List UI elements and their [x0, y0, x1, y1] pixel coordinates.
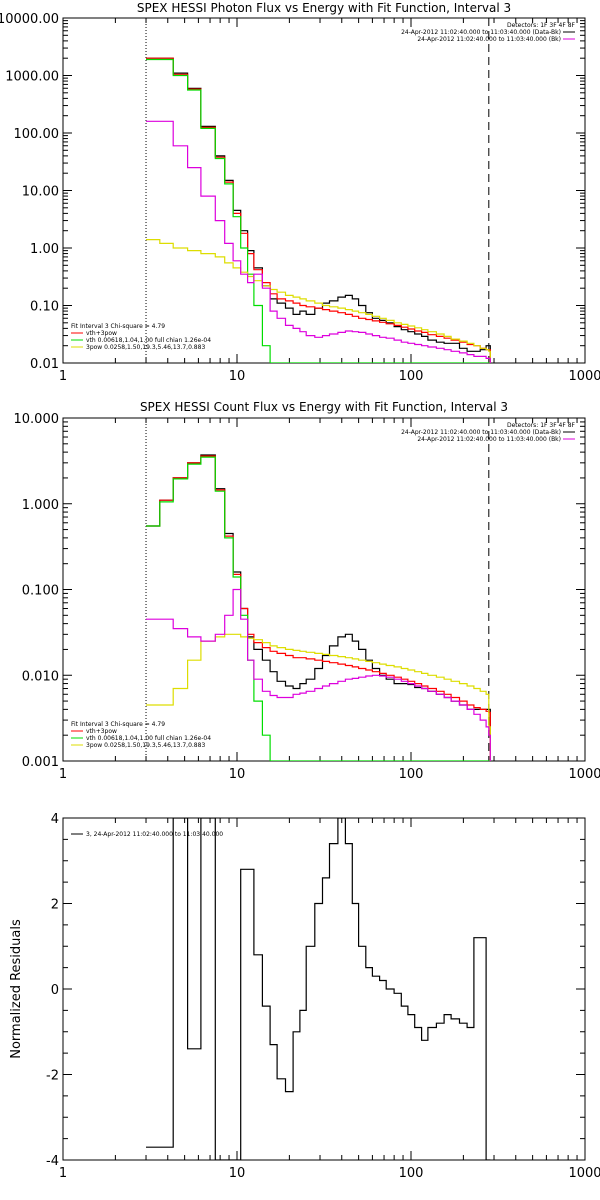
y-tick-label: 100.00 [14, 127, 60, 142]
y-tick-label: 10000.00 [0, 12, 59, 27]
y-tick-label: 1.00 [30, 242, 59, 257]
x-tick-label: 1000 [568, 369, 600, 384]
series-3pow [146, 239, 491, 363]
y-tick-label: 10.000 [14, 412, 60, 427]
legend-bottom-left-line: vth 0.00618,1.04,1.00 full chian 1.26e-0… [86, 735, 211, 742]
series-vth [146, 58, 491, 363]
legend-top-right-line: 24-Apr-2012 11:02:40.000 to 11:03:40.000… [417, 436, 561, 443]
x-tick-label: 10 [229, 369, 246, 384]
series-vth [146, 456, 491, 761]
y-tick-label: 4 [51, 812, 59, 827]
y-tick-label: 1.000 [22, 498, 59, 513]
x-tick-label: 1000 [568, 1166, 600, 1181]
series-bk [146, 588, 491, 761]
y-tick-label: 0.01 [30, 357, 59, 372]
legend-bottom-left-line: 3pow 0.0258,1.50,19.3,5.46,13.7,0.883 [86, 742, 205, 749]
series-vth-3pow [146, 455, 491, 761]
y-tick-label: -4 [46, 1154, 59, 1169]
legend-top-left-line: 3, 24-Apr-2012 11:02:40.000 to 11:03:40.… [86, 831, 223, 838]
y-tick-label: 0 [51, 983, 59, 998]
x-tick-label: 10 [229, 1166, 246, 1181]
legend-top-right-line: Detectors: 1F 3F 4F 8F [507, 422, 576, 429]
plot-frame-2 [62, 417, 586, 762]
x-tick-label: 1 [59, 369, 67, 384]
series-data-bk [146, 454, 491, 761]
x-tick-label: 100 [399, 767, 424, 782]
series-3pow [146, 633, 491, 761]
legend-top-right-line: 24-Apr-2012 11:02:40.000 to 11:03:40.000… [401, 29, 561, 36]
y-tick-label: -2 [46, 1069, 59, 1084]
y-tick-label: 10.00 [22, 185, 59, 200]
x-tick-label: 1000 [568, 767, 600, 782]
x-tick-label: 10 [229, 767, 246, 782]
series-residuals [146, 818, 491, 1160]
legend-bottom-left-line: Fit Interval 3 Chi-square = 4.79 [71, 323, 165, 330]
series-vth-3pow [146, 57, 491, 363]
legend-bottom-left-line: Fit Interval 3 Chi-square = 4.79 [71, 721, 165, 728]
y-tick-label: 0.001 [22, 755, 59, 770]
x-tick-label: 1 [59, 767, 67, 782]
y-tick-label: 0.100 [22, 584, 59, 599]
legend-top-right-line: Detectors: 1F 3F 4F 8F [507, 22, 576, 29]
legend-bottom-left-line: vth+3pow [86, 728, 117, 735]
x-tick-label: 100 [399, 369, 424, 384]
y-tick-label: 0.010 [22, 669, 59, 684]
legend-bottom-left-line: 3pow 0.0258,1.50,19.3,5.46,13.7,0.883 [86, 344, 205, 351]
series-bk [146, 120, 491, 363]
legend-top-right-line: 24-Apr-2012 11:02:40.000 to 11:03:40.000… [417, 36, 561, 43]
legend-top-right-line: 24-Apr-2012 11:02:40.000 to 11:03:40.000… [401, 429, 561, 436]
x-tick-label: 100 [399, 1166, 424, 1181]
chart-title-1: SPEX HESSI Photon Flux vs Energy with Fi… [137, 1, 511, 15]
series-data-bk [146, 57, 491, 363]
legend-bottom-left-line: vth 0.00618,1.04,1.00 full chian 1.26e-0… [86, 337, 211, 344]
chart-title-2: SPEX HESSI Count Flux vs Energy with Fit… [140, 400, 508, 414]
plot-frame-1 [62, 17, 586, 364]
plot-frame-3 [62, 817, 586, 1161]
y-axis-label: Normalized Residuals [9, 919, 24, 1059]
y-tick-label: 0.10 [30, 300, 59, 315]
x-tick-label: 1 [59, 1166, 67, 1181]
y-tick-label: 1000.00 [5, 70, 59, 85]
y-tick-label: 2 [51, 898, 59, 913]
legend-bottom-left-line: vth+3pow [86, 330, 117, 337]
